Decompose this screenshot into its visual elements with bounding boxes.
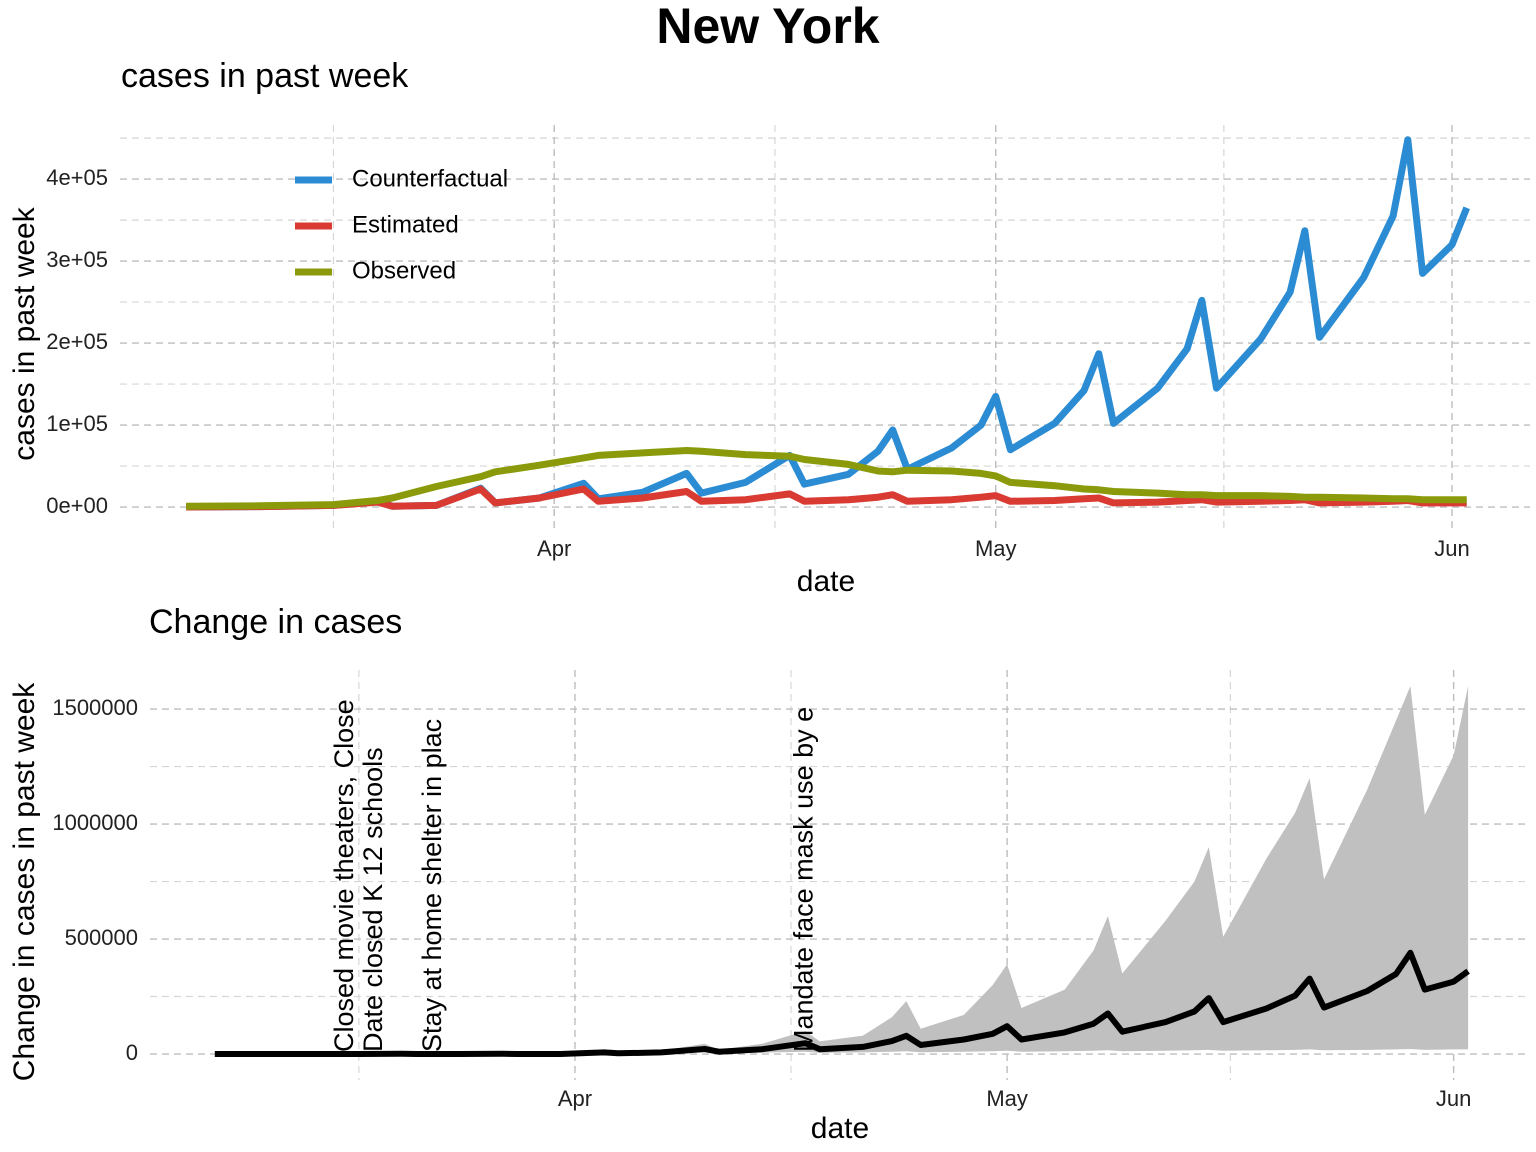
y-tick-label: 1000000 [52, 810, 138, 835]
series-line [186, 136, 1470, 511]
y-axis-label: Change in cases in past week [8, 682, 41, 1082]
y-tick-label: 500000 [65, 925, 138, 950]
y-tick-label: 4e+05 [46, 165, 108, 190]
y-tick-label: 2e+05 [46, 329, 108, 354]
figure-title: New York [656, 0, 879, 54]
x-axis-label: date [797, 565, 855, 598]
x-tick-label: Jun [1436, 1086, 1471, 1111]
y-tick-label: 0e+00 [46, 493, 108, 518]
x-axis-label: date [811, 1112, 869, 1145]
x-tick-label: May [975, 536, 1017, 561]
confidence-band [214, 686, 1469, 1054]
y-tick-label: 1500000 [52, 695, 138, 720]
y-tick-label: 0 [126, 1040, 138, 1065]
panel-subtitle: Change in cases [149, 603, 402, 641]
x-tick-label: Apr [537, 536, 571, 561]
legend-label: Observed [352, 257, 456, 284]
legend-label: Counterfactual [352, 165, 508, 192]
y-tick-label: 1e+05 [46, 411, 108, 436]
y-axis-label: cases in past week [8, 206, 41, 460]
series-line [186, 447, 1467, 510]
annotation: Closed movie theaters, Close [329, 699, 359, 1052]
series-line [214, 949, 1470, 1057]
legend-label: Estimated [352, 211, 459, 238]
x-tick-label: May [986, 1086, 1028, 1111]
x-tick-label: Apr [558, 1086, 592, 1111]
annotation: Mandate face mask use by e [789, 707, 819, 1052]
annotation: Date closed K 12 schools [358, 747, 388, 1052]
annotation: Stay at home shelter in plac [417, 719, 447, 1052]
y-tick-label: 3e+05 [46, 247, 108, 272]
x-tick-label: Jun [1434, 536, 1469, 561]
panel-subtitle: cases in past week [121, 57, 409, 95]
